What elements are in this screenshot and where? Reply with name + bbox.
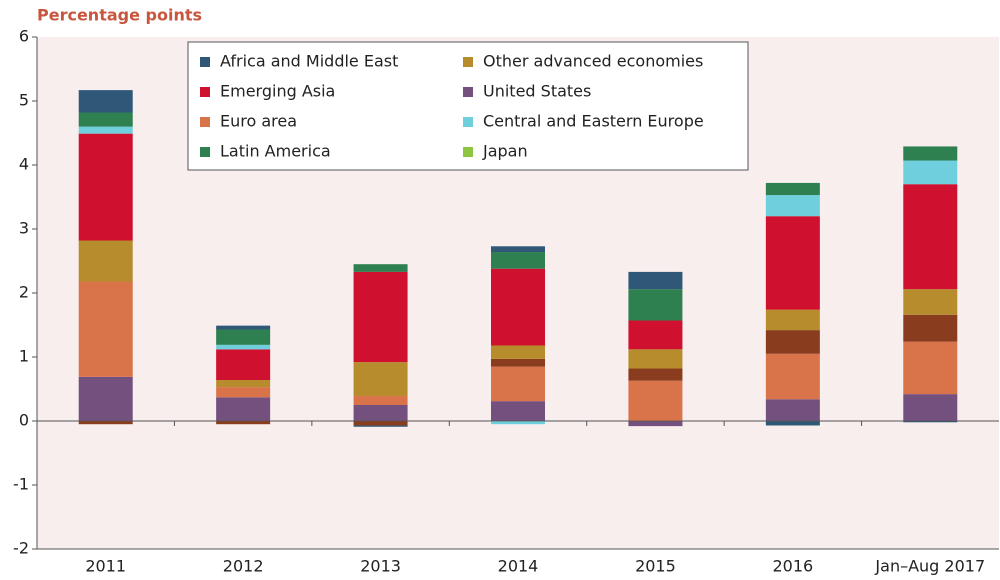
bar-segment (353, 425, 408, 427)
bar-segment (216, 380, 271, 388)
bar-segment (765, 353, 820, 400)
bar-segment (353, 396, 408, 405)
y-tick-label: 3 (19, 219, 29, 238)
y-tick-label: 4 (19, 155, 29, 174)
x-tick-label: 2014 (498, 557, 539, 576)
bar-segment (78, 133, 133, 241)
bar-segment (491, 421, 545, 425)
bar-segment (765, 421, 820, 426)
bar-segment (216, 387, 271, 398)
x-tick-label: 2013 (360, 557, 401, 576)
bar-segment (78, 112, 133, 127)
bar-segment (903, 146, 958, 161)
bar-segment (491, 246, 545, 253)
bar-segment (903, 341, 958, 395)
x-tick-label: 2016 (772, 557, 813, 576)
bar-segment (628, 320, 683, 350)
legend-label: United States (483, 82, 591, 101)
bar-segment (903, 421, 958, 423)
bar-segment (353, 264, 408, 272)
legend-swatch (200, 147, 210, 157)
bar-segment (903, 184, 958, 290)
bar-segment (765, 182, 820, 196)
bar-segment (216, 329, 271, 345)
legend-label: Latin America (220, 142, 331, 161)
x-tick-label: 2011 (85, 557, 126, 576)
bar-segment (216, 344, 271, 350)
bar-segment (628, 349, 683, 369)
bar-segment (765, 195, 820, 217)
bar-segment (491, 401, 545, 421)
y-tick-label: 0 (19, 411, 29, 430)
x-tick-label: Jan–Aug 2017 (874, 557, 985, 576)
legend-swatch (200, 117, 210, 127)
legend-label: Japan (482, 142, 528, 161)
bar-segment (903, 289, 958, 315)
legend-label: Other advanced economies (483, 52, 703, 71)
bar-segment (628, 271, 683, 290)
bar-segment (78, 126, 133, 134)
bar-segment (78, 90, 133, 113)
bar-segment (216, 325, 271, 330)
bar-segment (78, 240, 133, 282)
legend-swatch (200, 87, 210, 97)
y-tick-label: 5 (19, 91, 29, 110)
legend-label: Euro area (220, 112, 297, 131)
bar-segment (78, 421, 133, 425)
bar-segment (628, 289, 683, 321)
bar-segment (491, 252, 545, 269)
x-tick-label: 2012 (223, 557, 264, 576)
y-tick-label: 2 (19, 283, 29, 302)
bar-segment (765, 216, 820, 310)
legend-swatch (200, 57, 210, 67)
bar-segment (353, 362, 408, 397)
legend-swatch (463, 147, 473, 157)
y-tick-label: -1 (13, 475, 29, 494)
y-tick-label: 6 (19, 27, 29, 46)
bar-segment (491, 345, 545, 359)
bar-segment (903, 394, 958, 421)
legend-label: Emerging Asia (220, 82, 335, 101)
bar-segment (353, 405, 408, 421)
bar-segment (491, 268, 545, 346)
bar-segment (628, 368, 683, 381)
legend-swatch (463, 57, 473, 67)
bar-segment (765, 309, 820, 331)
legend-label: Africa and Middle East (220, 52, 398, 71)
bar-segment (78, 376, 133, 421)
bar-segment (903, 160, 958, 185)
bar-segment (903, 314, 958, 342)
bar-segment (628, 380, 683, 421)
bar-segment (216, 397, 271, 421)
legend-label: Central and Eastern Europe (483, 112, 704, 131)
bar-segment (765, 399, 820, 421)
chart-title: Percentage points (37, 6, 202, 25)
bar-segment (78, 281, 133, 377)
bar-segment (216, 421, 271, 425)
y-tick-label: 1 (19, 347, 29, 366)
bar-segment (765, 330, 820, 354)
x-tick-label: 2015 (635, 557, 676, 576)
bar-segment (353, 421, 408, 426)
y-tick-label: -2 (13, 539, 29, 558)
legend-swatch (463, 87, 473, 97)
bar-segment (628, 421, 683, 427)
bar-segment (353, 271, 408, 363)
bar-segment (491, 366, 545, 402)
bar-segment (216, 349, 271, 381)
legend-swatch (463, 117, 473, 127)
bar-segment (491, 358, 545, 367)
